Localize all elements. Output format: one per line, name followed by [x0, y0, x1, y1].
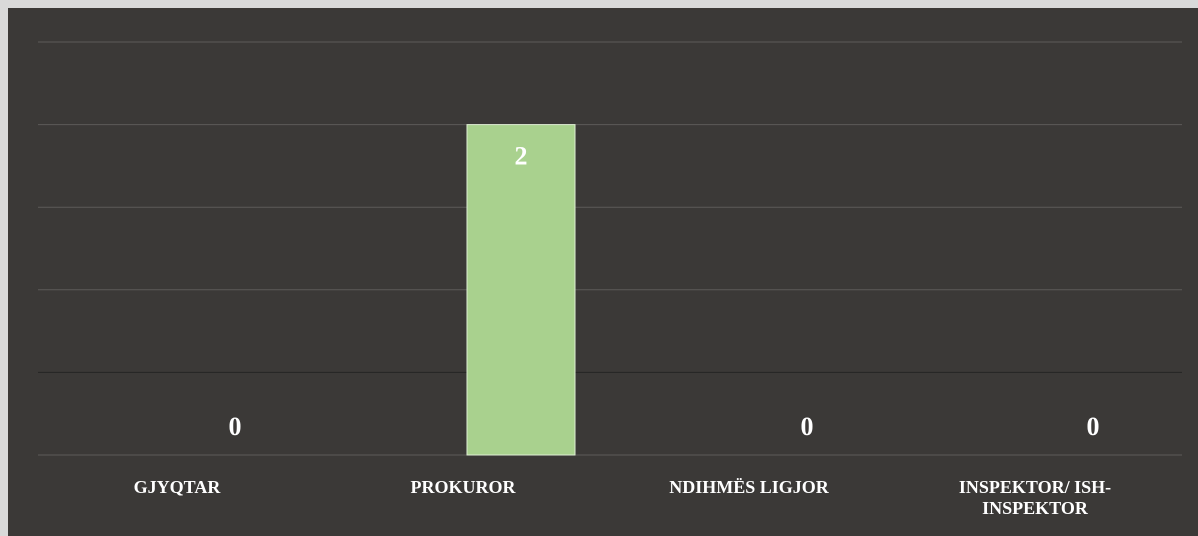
- chart: 0 2 0 0: [38, 41, 1182, 456]
- chart-panel: 0 2 0 0 GJYQTAR PROKUROR NDIHMËS LIGJOR INSPEK…: [8, 8, 1198, 536]
- x-tick-label: INSPEKTOR/ ISH-INSPEKTOR: [958, 477, 1112, 518]
- data-label: 0: [801, 412, 814, 441]
- x-tick-label: PROKUROR: [410, 477, 516, 497]
- x-tick-label: NDIHMËS LIGJOR: [669, 477, 829, 497]
- data-label: 0: [229, 412, 242, 441]
- bar: [466, 124, 576, 456]
- x-tick-label: GJYQTAR: [133, 477, 221, 497]
- data-label: 2: [515, 142, 528, 171]
- data-label: 0: [1087, 412, 1100, 441]
